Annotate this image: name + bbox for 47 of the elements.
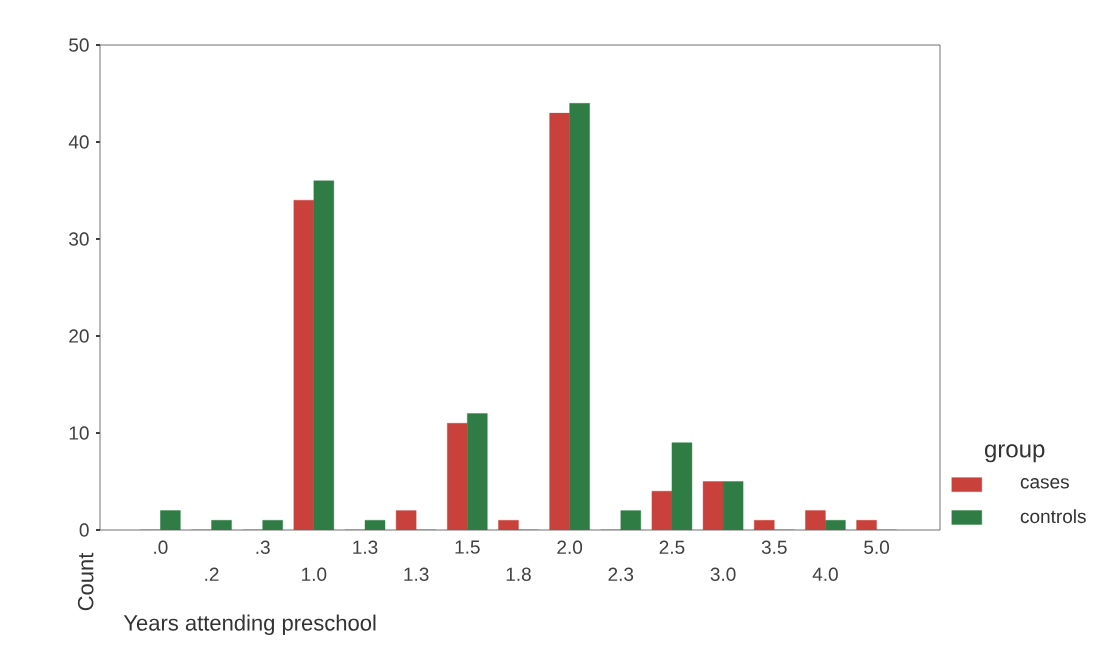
bar	[671, 442, 693, 530]
bar	[211, 520, 232, 530]
x-tick-label: 3.0	[710, 567, 736, 581]
legend-label: cases	[1020, 478, 1069, 489]
bar	[467, 413, 488, 530]
x-tick-label: .2	[205, 567, 219, 581]
x-tick-label: .0	[154, 540, 168, 554]
y-axis-title: Count	[77, 552, 94, 611]
x-tick-label: 1.0	[302, 567, 327, 581]
y-tick-label: 0	[79, 523, 89, 537]
y-tick-label: 20	[69, 329, 89, 343]
x-tick-label: 4.0	[812, 567, 838, 581]
bar	[805, 510, 826, 530]
bar	[620, 510, 641, 530]
bar	[262, 520, 283, 530]
x-tick-label: 2.0	[557, 540, 583, 554]
legend-label: controls	[1020, 509, 1086, 524]
x-tick-label: 1.3	[353, 540, 378, 554]
legend-title: group	[985, 444, 1045, 463]
bar	[395, 510, 417, 530]
bar	[722, 481, 744, 530]
bar	[651, 491, 673, 530]
bar	[160, 510, 181, 530]
x-tick-label: 1.3	[404, 567, 429, 581]
x-tick-label: 3.5	[761, 540, 787, 554]
x-tick-label: .3	[256, 540, 270, 554]
y-tick-label: 40	[68, 135, 89, 149]
y-tick-label: 30	[69, 232, 89, 246]
bar	[825, 520, 846, 530]
x-tick-label: 2.3	[608, 567, 634, 581]
x-tick-label: 1.5	[455, 540, 480, 554]
bar	[447, 423, 468, 530]
x-axis-title: Years attending preschool	[123, 614, 376, 636]
bar	[364, 520, 386, 530]
bar	[754, 520, 775, 530]
x-tick-label: 5.0	[864, 540, 890, 554]
bar	[569, 103, 590, 530]
bar	[702, 481, 724, 530]
y-tick-label: 10	[69, 426, 89, 440]
y-tick-label: 50	[69, 38, 89, 52]
bar	[498, 520, 519, 530]
bar	[856, 520, 877, 530]
x-tick-label: 2.5	[659, 540, 685, 554]
bar	[549, 112, 570, 530]
bar	[313, 180, 335, 530]
x-tick-label: 1.8	[506, 567, 531, 581]
bar	[293, 200, 315, 530]
